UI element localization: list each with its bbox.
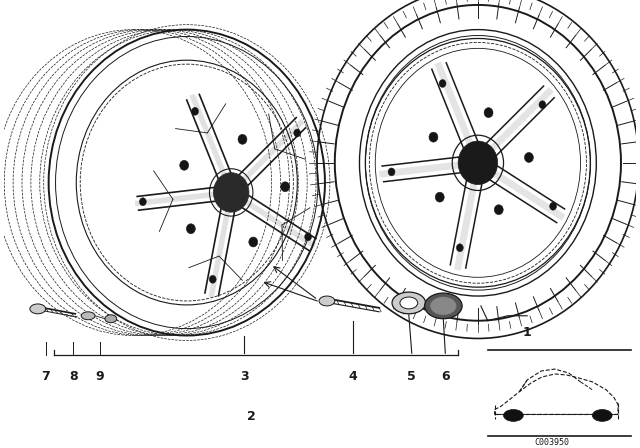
Text: C003950: C003950 (534, 438, 570, 447)
Text: 7: 7 (42, 370, 50, 383)
Ellipse shape (191, 108, 198, 115)
Text: 9: 9 (95, 370, 104, 383)
Ellipse shape (392, 292, 426, 314)
Text: 1: 1 (523, 326, 532, 339)
Ellipse shape (456, 244, 463, 252)
Ellipse shape (435, 192, 444, 202)
Ellipse shape (593, 409, 612, 422)
Ellipse shape (209, 276, 216, 283)
Ellipse shape (424, 293, 462, 319)
Ellipse shape (30, 304, 45, 314)
Text: 4: 4 (348, 370, 357, 383)
Ellipse shape (213, 172, 249, 212)
Ellipse shape (281, 182, 290, 192)
Text: 6: 6 (441, 370, 450, 383)
Ellipse shape (550, 202, 557, 210)
Ellipse shape (249, 237, 258, 247)
Ellipse shape (140, 198, 147, 206)
Ellipse shape (539, 101, 546, 109)
Ellipse shape (494, 205, 503, 215)
Ellipse shape (524, 152, 533, 162)
Ellipse shape (238, 134, 247, 144)
Text: 8: 8 (69, 370, 77, 383)
Ellipse shape (81, 312, 95, 320)
Ellipse shape (388, 168, 395, 176)
Ellipse shape (504, 409, 524, 422)
Ellipse shape (400, 297, 418, 309)
Text: 5: 5 (408, 370, 416, 383)
Ellipse shape (105, 315, 116, 323)
Text: 2: 2 (246, 409, 255, 422)
Ellipse shape (186, 224, 195, 234)
Ellipse shape (180, 160, 189, 170)
Ellipse shape (305, 233, 312, 241)
Ellipse shape (429, 132, 438, 142)
Ellipse shape (439, 80, 446, 87)
Ellipse shape (431, 297, 456, 315)
Ellipse shape (458, 141, 498, 185)
Text: 3: 3 (240, 370, 248, 383)
Ellipse shape (319, 296, 335, 306)
Ellipse shape (484, 108, 493, 117)
Ellipse shape (294, 129, 301, 137)
